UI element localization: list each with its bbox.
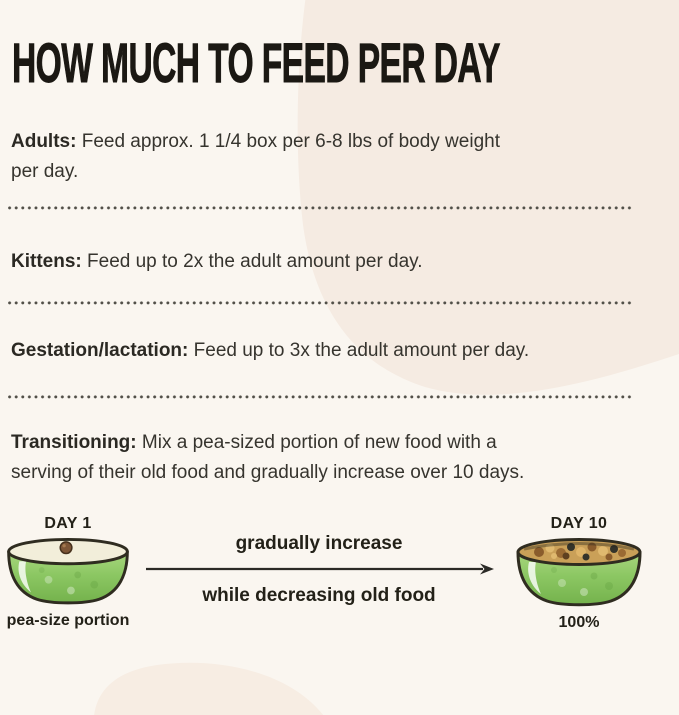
guideline-adults: Adults: Feed approx. 1 1/4 box per 6-8 l… xyxy=(11,127,519,187)
bowl-day1-illustration xyxy=(7,537,129,605)
guideline-transitioning-label: Transitioning: xyxy=(11,432,137,453)
bowl-highlight xyxy=(18,561,32,593)
guideline-gestation-text: Feed up to 3x the adult amount per day. xyxy=(193,340,530,361)
right-arrow-icon xyxy=(146,563,494,575)
guideline-kittens-label: Kittens: xyxy=(11,251,82,272)
dotted-divider xyxy=(8,395,634,399)
bowl-body xyxy=(516,550,642,607)
day10-bowl-group: DAY 10 xyxy=(506,514,652,633)
guideline-transitioning: Transitioning: Mix a pea-sized portion o… xyxy=(11,428,544,488)
guideline-adults-text: Feed approx. 1 1/4 box per 6-8 lbs of bo… xyxy=(11,131,500,182)
day10-label: DAY 10 xyxy=(550,515,608,532)
arrow-bottom-label: while decreasing old food xyxy=(202,585,436,606)
guideline-gestation-label: Gestation/lactation: xyxy=(11,340,189,361)
arrow-top-label: gradually increase xyxy=(235,533,403,554)
bowl-body xyxy=(7,550,129,605)
day1-bowl-group: DAY 1 pea-s xyxy=(2,514,134,631)
kibble-food xyxy=(523,542,635,561)
guideline-transitioning-text: Mix a pea-sized portion of new food with… xyxy=(11,432,525,483)
guideline-kittens-text: Feed up to 2x the adult amount per day. xyxy=(87,251,423,272)
dotted-divider xyxy=(8,206,634,210)
transition-diagram: DAY 1 pea-s xyxy=(0,512,679,647)
bowl-day10-illustration xyxy=(516,538,642,607)
guideline-gestation: Gestation/lactation: Feed up to 3x the a… xyxy=(11,336,661,366)
guideline-kittens: Kittens: Feed up to 2x the adult amount … xyxy=(11,247,661,277)
guideline-adults-label: Adults: xyxy=(11,131,77,152)
page-title: HOW MUCH TO FEED PER DAY xyxy=(12,31,501,94)
bowl-highlight xyxy=(528,562,541,594)
day1-label: DAY 1 xyxy=(44,515,92,532)
day10-caption: 100% xyxy=(558,614,600,631)
blob-bottom xyxy=(94,662,324,715)
pea-portion xyxy=(59,541,73,555)
arrow-group: gradually increase while decreasing old … xyxy=(142,512,496,607)
day1-caption: pea-size portion xyxy=(6,612,130,629)
dotted-divider xyxy=(8,301,634,305)
